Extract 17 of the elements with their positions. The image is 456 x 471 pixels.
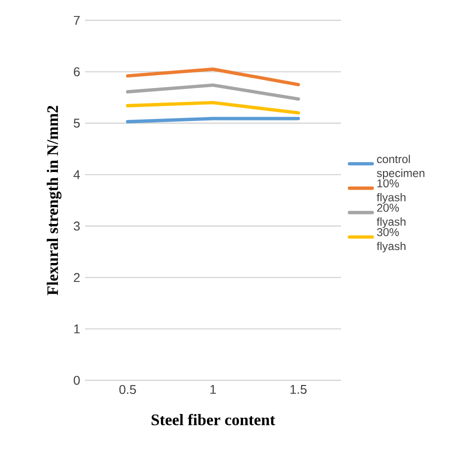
y-tick-label: 7 [74, 16, 80, 25]
x-tick-label: 1.5 [290, 385, 307, 394]
y-tick-label: 5 [74, 118, 80, 128]
y-tick-label: 2 [74, 273, 80, 282]
x-tick-label: 1 [210, 385, 216, 394]
x-axis-title: Steel fiber content [152, 414, 276, 426]
y-tick-label: 0 [74, 376, 80, 385]
y-tick-label: 4 [74, 170, 80, 179]
legend-label: 10% flyash [376, 179, 406, 204]
legend-label: 30% flyash [376, 228, 406, 252]
y-axis-title: Flexural strength in N/mm2 [46, 106, 62, 296]
y-tick-label: 3 [74, 222, 80, 231]
x-tick-label: 0.5 [119, 385, 136, 394]
legend-label: 20% flyash [376, 204, 406, 228]
legend-label: control specimen [376, 154, 424, 180]
y-tick-label: 1 [74, 324, 80, 334]
y-tick-label: 6 [74, 67, 80, 76]
